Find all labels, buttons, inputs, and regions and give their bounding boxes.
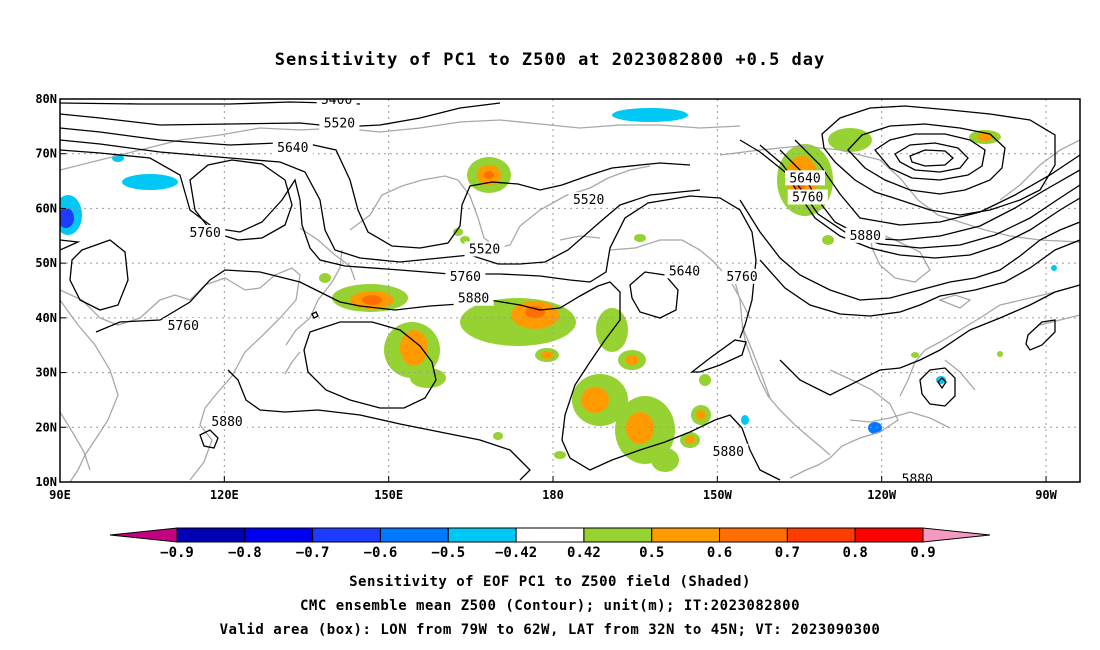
lon-tick-label: 120E bbox=[210, 488, 239, 502]
contour-label: 5880 bbox=[850, 229, 881, 244]
colorbar-bin bbox=[447, 527, 517, 543]
contour-label: 5760 bbox=[450, 270, 481, 285]
lon-tick-label: 150W bbox=[703, 488, 733, 502]
positive-patch bbox=[332, 284, 408, 312]
positive-patch bbox=[680, 374, 711, 448]
contour-label: 5640 bbox=[277, 141, 308, 156]
colorbar-tick-label: 0.5 bbox=[639, 545, 664, 561]
coastlines bbox=[60, 119, 1080, 482]
contour-label-bg bbox=[787, 189, 828, 205]
lat-tick-label: 70N bbox=[35, 147, 57, 161]
contour-label-bg bbox=[708, 443, 749, 459]
colorbar-tick-label: −0.8 bbox=[228, 545, 262, 561]
contour-label-bg bbox=[272, 140, 313, 156]
contour-label: 5760 bbox=[168, 319, 199, 334]
colorbar-tick-label: 0.42 bbox=[567, 545, 601, 561]
contour-label-bg bbox=[845, 227, 886, 243]
contour-label: 5520 bbox=[573, 193, 604, 208]
lat-tick-label: 20N bbox=[35, 420, 57, 434]
contour-label-bg bbox=[316, 99, 357, 108]
colorbar-tick-label: −0.42 bbox=[495, 545, 537, 561]
colorbar-bin bbox=[786, 527, 856, 543]
contour-label-bg bbox=[1095, 356, 1100, 371]
contour-label: 5760 bbox=[190, 226, 221, 241]
negative-patch bbox=[741, 265, 1057, 434]
contour-label-bg bbox=[785, 170, 826, 186]
small-positive-specks bbox=[319, 228, 1003, 459]
lon-tick-label: 180 bbox=[542, 488, 564, 502]
contour-label-bg bbox=[445, 268, 486, 284]
lon-tick-label: 90E bbox=[49, 488, 71, 502]
lat-tick-label: 50N bbox=[35, 256, 57, 270]
lat-tick-label: 60N bbox=[35, 201, 57, 215]
plot-frame bbox=[59, 98, 1081, 483]
colorbar-bin bbox=[312, 527, 381, 543]
lon-tick-label: 120W bbox=[867, 488, 897, 502]
lon-tick-label: 90W bbox=[1035, 488, 1057, 502]
contour-label-bg bbox=[464, 241, 505, 257]
colorbar-bin bbox=[379, 527, 449, 543]
caption-line-2: CMC ensemble mean Z500 (Contour); unit(m… bbox=[299, 598, 800, 614]
colorbar-tick-label: −0.5 bbox=[431, 545, 465, 561]
caption-line-1: Sensitivity of EOF PC1 to Z500 field (Sh… bbox=[349, 574, 751, 590]
colorbar-tick-label: −0.6 bbox=[364, 545, 398, 561]
contour-label: 5880 bbox=[458, 292, 489, 307]
contour-label: 5640 bbox=[669, 264, 700, 279]
colorbar-bin bbox=[176, 527, 246, 543]
colorbar-tick-label: −0.7 bbox=[296, 545, 330, 561]
contour-label: 5880 bbox=[211, 415, 242, 430]
lat-tick-label: 30N bbox=[35, 366, 57, 380]
lat-tick-label: 40N bbox=[35, 311, 57, 325]
negative-patch bbox=[612, 108, 688, 122]
colorbar-bin bbox=[719, 527, 788, 543]
contour-label-bg bbox=[453, 290, 494, 306]
positive-patch bbox=[467, 157, 511, 193]
colorbar-high-extension bbox=[922, 527, 991, 543]
contour-label: 5760 bbox=[726, 270, 757, 285]
caption-line-3: Valid area (box): LON from 79W to 62W, L… bbox=[219, 622, 881, 638]
colorbar-low-extension bbox=[109, 527, 178, 543]
contour-label: 5640 bbox=[789, 171, 820, 186]
contour-label: 5520 bbox=[1096, 232, 1100, 247]
colorbar-bin bbox=[515, 527, 585, 543]
contour-label-bg bbox=[568, 192, 609, 208]
positive-patch bbox=[384, 322, 446, 388]
contour-label-bg bbox=[664, 263, 705, 279]
contour-labels: 5400 5520 5640 5760 5760 5760 5880 5520 5520 5640… bbox=[163, 93, 1100, 487]
negative-patch bbox=[112, 154, 178, 190]
chart-title: Sensitivity of PC1 to Z500 at 2023082800… bbox=[274, 50, 826, 70]
lat-tick-label: 10N bbox=[35, 475, 57, 489]
colorbar-bin bbox=[854, 527, 924, 543]
contour-label: 5760 bbox=[792, 190, 823, 205]
contour-label-bg bbox=[722, 268, 763, 284]
contour-label-bg bbox=[1092, 231, 1100, 246]
colorbar: −0.9 −0.8 −0.7 −0.6 −0.5 −0.42 0.42 0.5 0.6 0.7 0.… bbox=[109, 527, 991, 561]
contour-label: 5520 bbox=[324, 117, 355, 132]
colorbar-bin bbox=[244, 527, 314, 543]
contour-label: 5520 bbox=[469, 242, 500, 257]
contour-label: 5400 bbox=[321, 93, 352, 108]
colorbar-bin bbox=[651, 527, 721, 543]
negative-patch bbox=[60, 195, 82, 235]
contour-label-bg bbox=[163, 318, 204, 334]
colorbar-tick-label: −0.9 bbox=[160, 545, 194, 561]
contour-label: 5880 bbox=[902, 472, 933, 487]
colorbar-tick-label: 0.8 bbox=[843, 545, 868, 561]
contour-label-bg bbox=[207, 413, 248, 429]
lat-tick-label: 80N bbox=[35, 92, 57, 106]
colorbar-bin bbox=[583, 527, 653, 543]
contour-label-bg bbox=[185, 225, 226, 241]
contour-label: 5880 bbox=[713, 445, 744, 460]
colorbar-tick-label: 0.6 bbox=[707, 545, 732, 561]
contour-label-bg bbox=[319, 115, 360, 131]
colorbar-tick-label: 0.7 bbox=[775, 545, 800, 561]
contour-label-bg bbox=[1095, 211, 1100, 226]
lon-tick-label: 150E bbox=[374, 488, 403, 502]
map-plot-area: 5400 5520 5640 5760 5760 5760 5880 5520 5520 5640… bbox=[60, 93, 1100, 487]
contour-label-bg bbox=[897, 471, 938, 482]
colorbar-tick-label: 0.9 bbox=[910, 545, 935, 561]
